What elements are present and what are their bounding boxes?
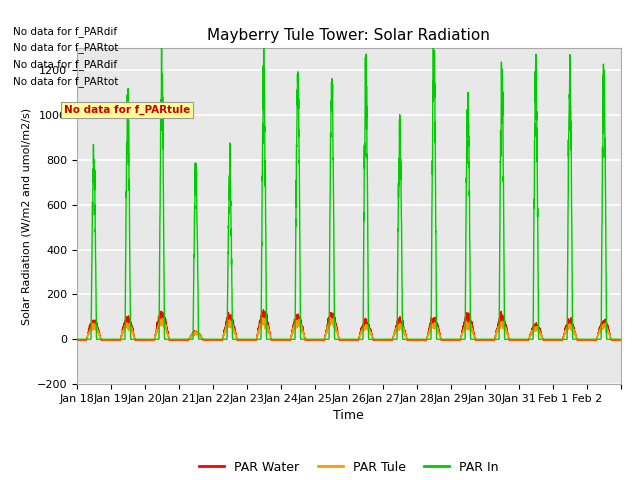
PAR Tule <box>539 336 547 341</box>
PAR Tule <box>525 336 532 342</box>
PAR Water <box>498 315 506 321</box>
Line: PAR Tule: PAR Tule <box>77 317 621 340</box>
PAR In <box>186 336 193 342</box>
PAR Water <box>73 337 81 343</box>
PAR Tule <box>326 314 334 320</box>
PAR Water <box>539 336 547 341</box>
Text: No data for f_PARtot: No data for f_PARtot <box>13 42 118 53</box>
Text: No data for f_PARdif: No data for f_PARdif <box>13 59 117 70</box>
PAR Tule <box>617 337 625 343</box>
PAR In <box>429 14 437 20</box>
X-axis label: Time: Time <box>333 409 364 422</box>
PAR In <box>525 336 532 342</box>
PAR In <box>369 336 377 342</box>
Legend: PAR Water, PAR Tule, PAR In: PAR Water, PAR Tule, PAR In <box>194 456 504 479</box>
Text: No data for f_PARdif: No data for f_PARdif <box>13 25 117 36</box>
PAR In <box>498 78 506 84</box>
PAR In <box>539 336 547 342</box>
PAR Tule <box>398 322 406 328</box>
PAR Water <box>186 335 193 341</box>
PAR Tule <box>186 335 193 341</box>
PAR Water <box>369 336 377 342</box>
PAR Tule <box>369 336 377 342</box>
PAR Water <box>525 336 532 342</box>
Y-axis label: Solar Radiation (W/m2 and umol/m2/s): Solar Radiation (W/m2 and umol/m2/s) <box>21 108 31 324</box>
Line: PAR In: PAR In <box>77 17 621 339</box>
Text: No data for f_PARtot: No data for f_PARtot <box>13 76 118 87</box>
PAR In <box>617 336 625 342</box>
Title: Mayberry Tule Tower: Solar Radiation: Mayberry Tule Tower: Solar Radiation <box>207 28 490 43</box>
PAR In <box>398 279 406 285</box>
PAR Tule <box>73 337 81 343</box>
PAR Tule <box>498 318 506 324</box>
PAR Water <box>398 324 406 329</box>
PAR Water <box>260 307 268 312</box>
PAR In <box>73 336 81 342</box>
PAR Water <box>617 337 625 343</box>
Text: No data for f_PARtule: No data for f_PARtule <box>64 105 190 115</box>
Line: PAR Water: PAR Water <box>77 310 621 340</box>
